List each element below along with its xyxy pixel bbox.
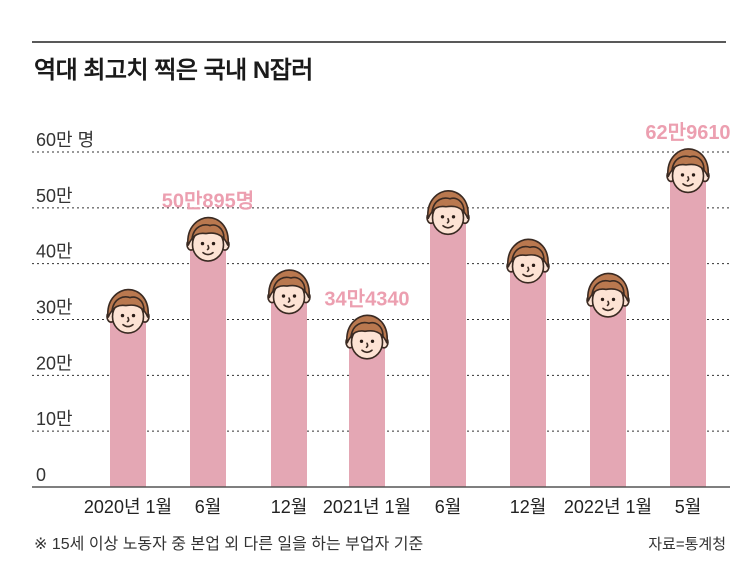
face-eye [359, 339, 364, 343]
face-mouth [522, 273, 534, 278]
y-tick-label: 0 [36, 465, 46, 485]
bar [510, 265, 546, 487]
x-axis-label: 5월 [675, 497, 702, 517]
y-tick-label: 50만 [36, 186, 73, 206]
face-nose [686, 176, 690, 182]
x-axis-label: 2020년 1월 [84, 497, 172, 517]
face-nose [526, 266, 530, 273]
face-icon [426, 189, 470, 236]
face-eye [520, 263, 525, 268]
face-icons [106, 148, 710, 360]
value-callout: 34만4340 [324, 287, 409, 310]
y-tick-label: 20만 [36, 353, 73, 373]
face-eye [370, 339, 375, 343]
face-icon [186, 216, 230, 262]
y-axis-tick-labels: 0 10만 20만 30만 40만 50만 60만 명 [36, 130, 94, 485]
bar [271, 296, 307, 487]
value-callouts: 50만895명 34만4340 62만9610 [162, 121, 731, 310]
face-icon [345, 314, 389, 360]
face-eye [691, 173, 696, 177]
face-eye [440, 215, 445, 219]
face-bangs [191, 224, 225, 241]
bar [349, 341, 385, 487]
face-eye [120, 313, 125, 318]
face-nose [206, 244, 210, 251]
face-eye [600, 297, 605, 302]
x-axis-label: 2021년 1월 [323, 497, 411, 517]
face-eye [611, 297, 616, 302]
face-bangs [350, 321, 384, 339]
bar [430, 216, 466, 487]
x-axis-label: 6월 [435, 497, 462, 517]
y-tick-label: 60만 명 [36, 130, 94, 150]
face-mouth [682, 183, 694, 187]
value-callout: 50만895명 [162, 190, 254, 213]
face-bangs [591, 279, 625, 297]
face-icon [506, 238, 550, 284]
face-eye [292, 294, 297, 298]
face-mouth [442, 224, 454, 229]
bar [670, 174, 706, 487]
face-mouth [122, 323, 134, 328]
value-callout: 62만9610 [645, 121, 730, 144]
y-tick-label: 30만 [36, 298, 73, 318]
x-axis-label: 2022년 1월 [564, 497, 652, 517]
face-nose [126, 316, 130, 323]
face-bangs [111, 296, 145, 313]
x-axis-label: 6월 [195, 497, 222, 517]
face-icon [106, 288, 150, 334]
face-nose [365, 342, 369, 349]
face-mouth [202, 251, 214, 256]
x-axis-label: 12월 [510, 497, 547, 517]
bar [110, 315, 146, 487]
face-bangs [511, 245, 545, 263]
face-icon [267, 269, 311, 315]
face-bangs [431, 197, 465, 214]
face-eye [451, 215, 456, 219]
face-bangs [671, 155, 705, 172]
face-icon [666, 148, 710, 194]
face-bangs [272, 276, 306, 293]
face-eye [211, 241, 216, 246]
source-credit: 자료=통계청 [648, 536, 726, 553]
face-eye [680, 173, 685, 177]
x-axis-label: 12월 [271, 497, 308, 517]
face-icon [586, 272, 630, 318]
x-axis-labels: 2020년 1월 6월 12월 2021년 1월 6월 12월 2022년 1월 5월 [84, 497, 701, 517]
bar [190, 243, 226, 487]
face-eye [281, 294, 286, 298]
face-mouth [361, 349, 373, 354]
face-eye [131, 313, 136, 318]
face-eye [200, 241, 205, 246]
face-nose [606, 300, 610, 307]
face-nose [446, 217, 450, 224]
y-tick-label: 10만 [36, 409, 73, 429]
bar [590, 299, 626, 487]
footnote: ※ 15세 이상 노동자 중 본업 외 다른 일을 하는 부업자 기준 [34, 535, 423, 553]
face-mouth [602, 307, 614, 312]
face-eye [531, 263, 536, 268]
bars [110, 174, 706, 487]
face-nose [287, 297, 291, 303]
y-tick-label: 40만 [36, 242, 73, 262]
chart-title: 역대 최고치 찍은 국내 N잡러 [34, 57, 313, 84]
face-mouth [283, 304, 295, 308]
